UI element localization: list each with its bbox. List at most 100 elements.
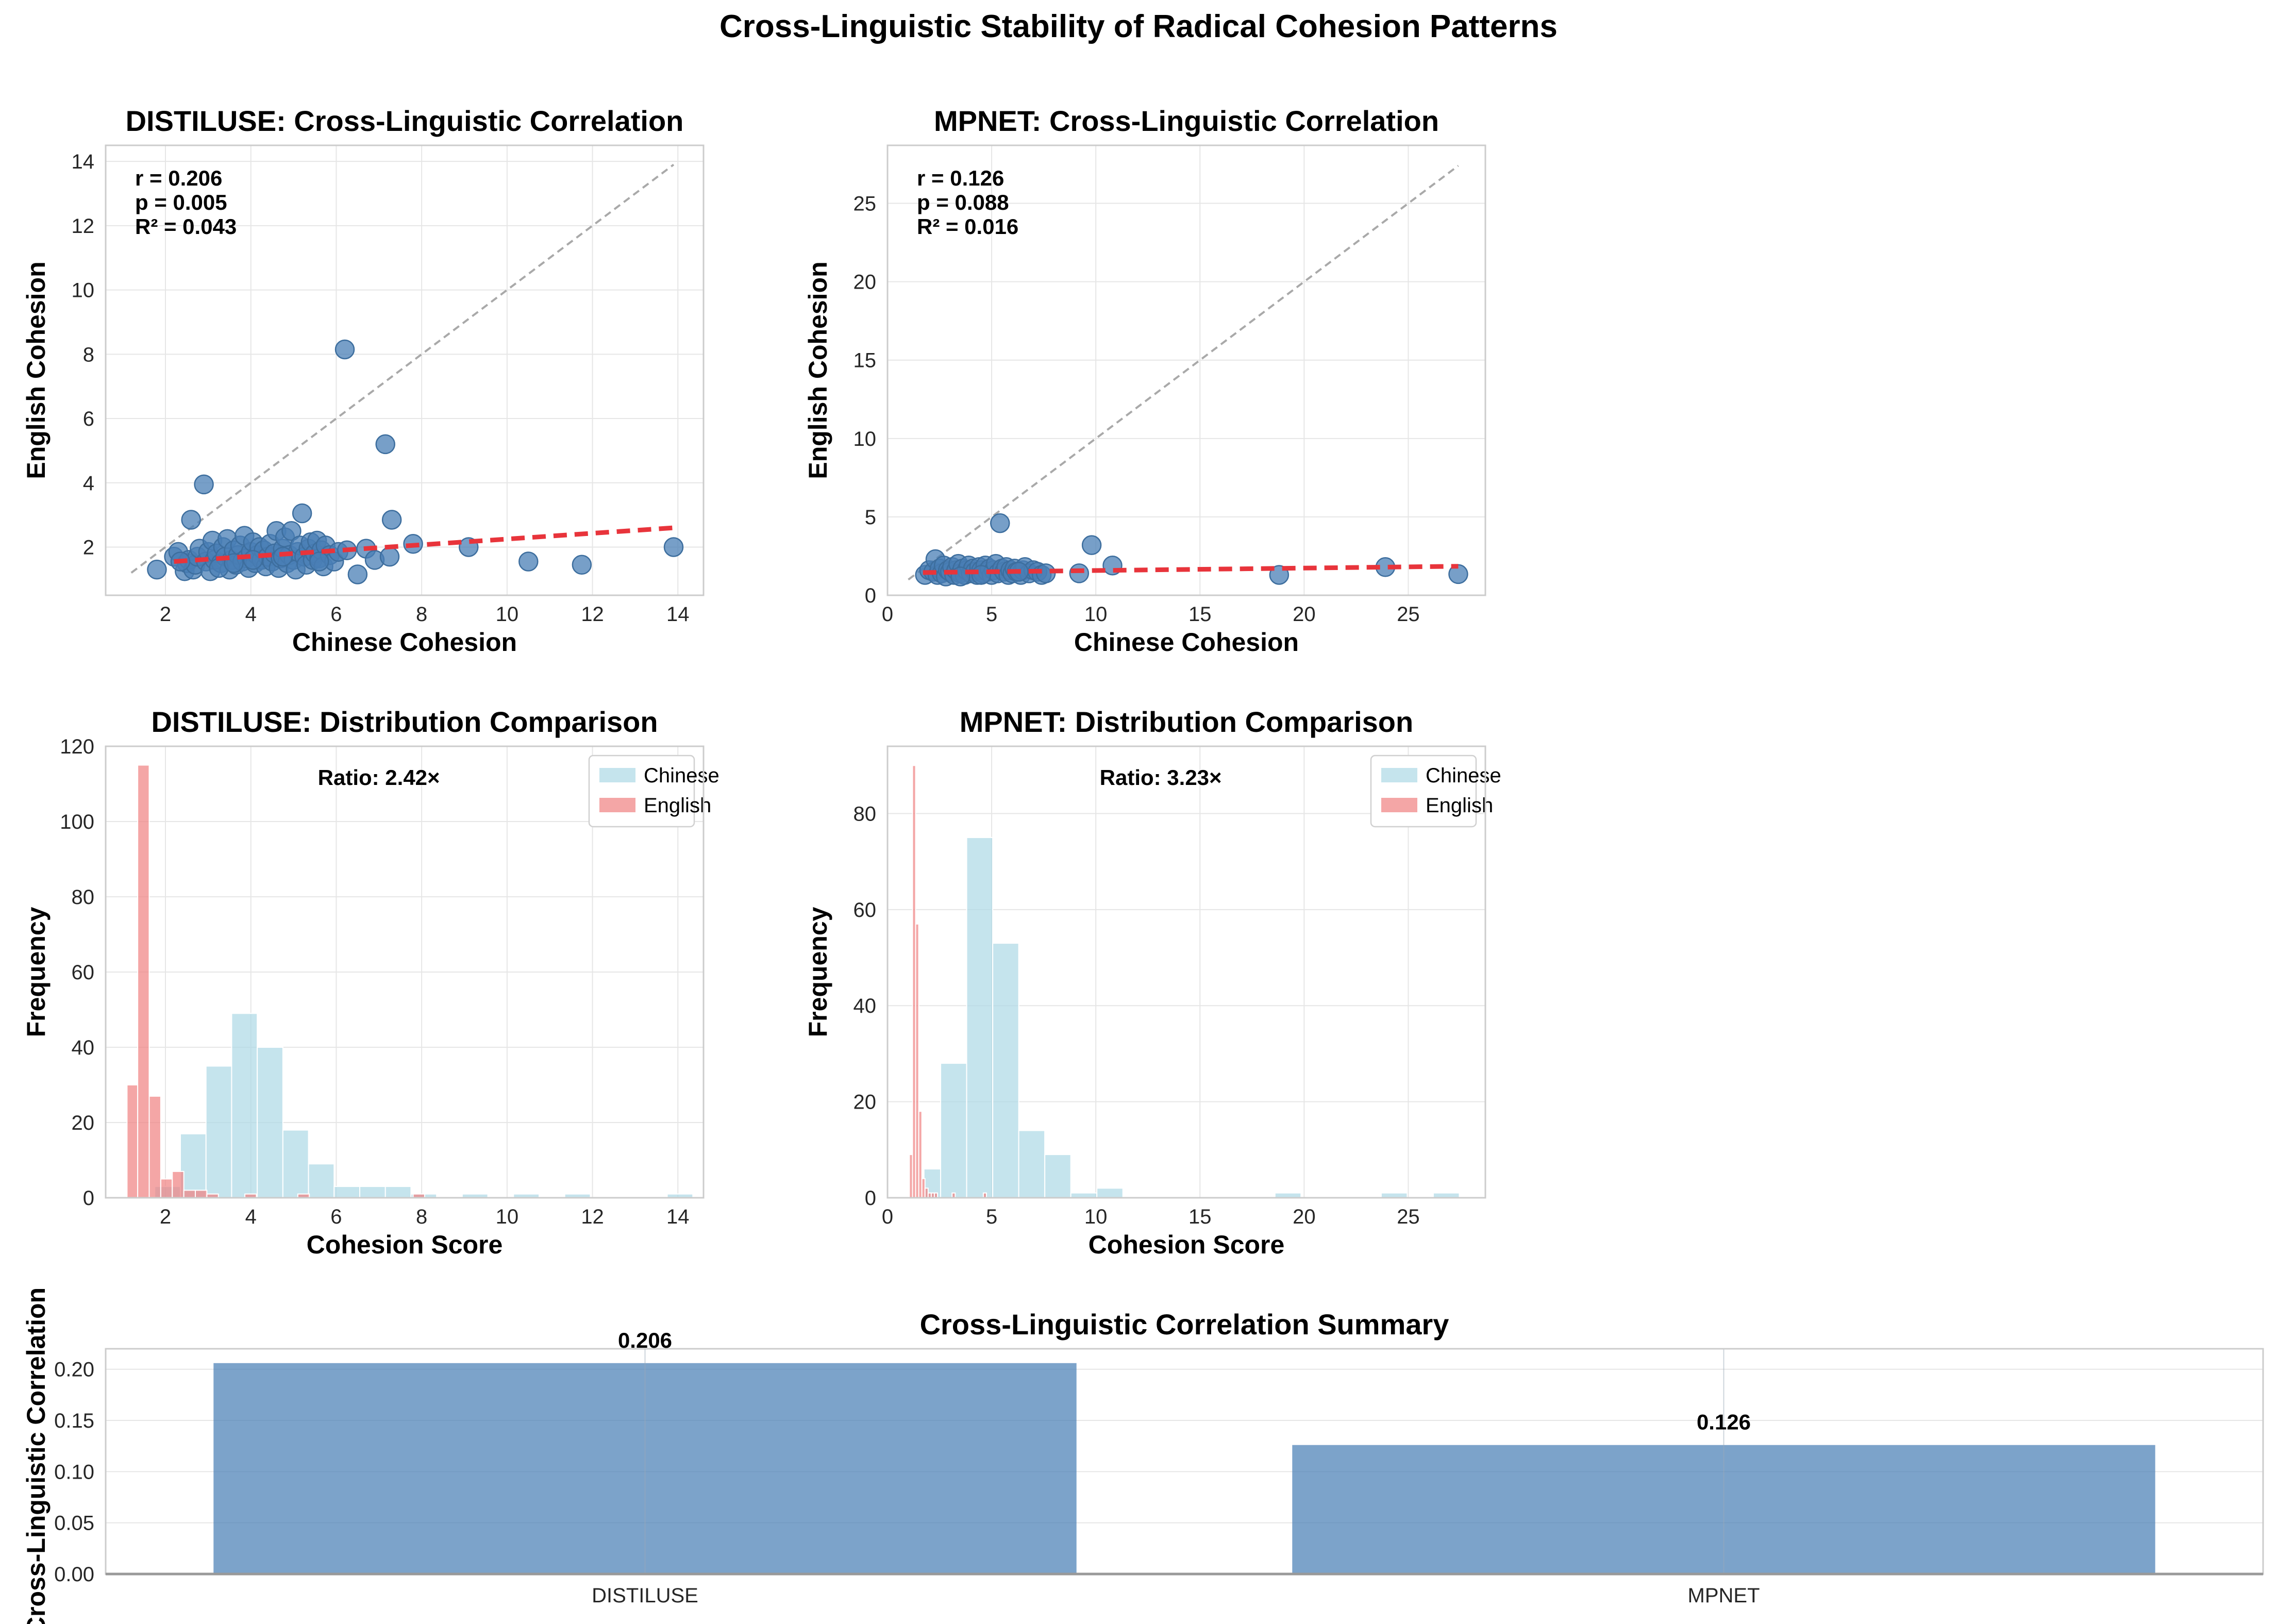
scatter-point <box>1069 563 1090 583</box>
ratio-annotation: Ratio: 2.42× <box>318 765 440 790</box>
y-tick-label: 0 <box>865 584 876 607</box>
y-tick-label: 15 <box>853 349 877 372</box>
scatter-point <box>243 550 263 570</box>
y-tick-label: 0.05 <box>54 1512 94 1535</box>
panels: 2 4 6 8 10 12 14 2 4 6 8 10 12 14 DISTILUSE: Cross-Lin… <box>22 105 2264 1624</box>
hist-bar-english <box>160 1178 173 1198</box>
identity-line <box>908 164 1459 581</box>
hist-bar-chinese <box>359 1186 386 1199</box>
hist-bar-chinese <box>333 1186 360 1199</box>
y-tick-label: 25 <box>853 193 877 215</box>
y-tick-label: 60 <box>853 899 877 922</box>
scatter-point <box>292 503 312 524</box>
x-tick-label: 6 <box>330 603 342 626</box>
legend-swatch-english <box>599 798 635 812</box>
scatter-point <box>381 510 402 530</box>
scatter-point <box>147 559 167 580</box>
scatter-point <box>663 537 684 557</box>
x-tick-label: 2 <box>160 1206 171 1228</box>
bar-value-label: 0.126 <box>1697 1410 1751 1434</box>
y-tick-label: 0.15 <box>54 1410 94 1432</box>
stat-text: R² = 0.016 <box>917 214 1018 239</box>
x-tick-label: DISTILUSE <box>592 1584 698 1607</box>
scatter-point <box>194 474 214 495</box>
y-tick-label: 0 <box>865 1187 876 1210</box>
y-tick-label: 40 <box>72 1036 95 1059</box>
x-tick-label: 10 <box>496 603 519 626</box>
legend-swatch-chinese <box>599 768 635 782</box>
x-tick-label: 6 <box>330 1206 342 1228</box>
x-tick-label: 2 <box>160 603 171 626</box>
x-tick-label: 15 <box>1188 1206 1212 1228</box>
y-tick-label: 6 <box>83 408 94 430</box>
y-tick-label: 4 <box>83 472 94 495</box>
y-axis-label: English Cohesion <box>22 261 51 479</box>
panel-mpnet-hist: 0 5 10 15 20 25 0 20 40 60 80 MPNET: Distribution C… <box>803 706 1501 1259</box>
y-tick-label: 0.00 <box>54 1563 94 1586</box>
regression-line <box>923 564 1459 575</box>
legend-label-chinese: Chinese <box>644 764 719 787</box>
hist-bar-chinese <box>282 1129 309 1199</box>
x-tick-label: 20 <box>1293 603 1316 626</box>
x-tick-label: 15 <box>1188 603 1212 626</box>
y-tick-label: 100 <box>60 811 94 833</box>
axes-frame <box>886 745 1486 1199</box>
axes-title: DISTILUSE: Cross-Linguistic Correlation <box>126 105 684 137</box>
x-tick-label: 0 <box>882 1206 893 1228</box>
ratio-annotation: Ratio: 3.23× <box>1100 765 1222 790</box>
y-tick-label: 40 <box>853 995 877 1017</box>
x-tick-label: 5 <box>986 1206 997 1228</box>
hist-bar-english <box>172 1170 185 1198</box>
y-tick-label: 10 <box>72 279 95 302</box>
hist-bar-chinese <box>205 1065 232 1198</box>
x-axis-label: Cohesion Score <box>1089 1230 1285 1259</box>
scatter-point <box>572 555 592 575</box>
scatter-point <box>1448 564 1468 584</box>
x-axis-label: Cohesion Score <box>307 1230 503 1259</box>
scatter-point <box>309 551 329 572</box>
stat-text: p = 0.005 <box>135 190 227 214</box>
y-tick-label: 0.10 <box>54 1461 94 1483</box>
y-tick-label: 60 <box>72 961 95 984</box>
x-tick-label: 25 <box>1397 603 1420 626</box>
y-tick-label: 2 <box>83 536 94 559</box>
x-tick-label: 8 <box>416 1206 427 1228</box>
panel-summary-bar: 0.00 0.05 0.10 0.15 0.20 Cross-Linguistic Cor… <box>22 1287 2264 1624</box>
legend-swatch-chinese <box>1381 768 1417 782</box>
x-tick-label: 0 <box>882 603 893 626</box>
hist-bar-english <box>148 1095 161 1198</box>
x-tick-label: 4 <box>245 1206 257 1228</box>
hist-bar-chinese <box>1044 1154 1071 1199</box>
y-tick-label: 20 <box>853 271 877 294</box>
axes-title: MPNET: Cross-Linguistic Correlation <box>934 105 1439 137</box>
x-tick-label: 10 <box>496 1206 519 1228</box>
stat-text: R² = 0.043 <box>135 214 237 239</box>
scatter-point <box>971 565 992 585</box>
y-tick-label: 10 <box>853 428 877 450</box>
axes-title: Cross-Linguistic Correlation Summary <box>920 1308 1449 1341</box>
y-tick-label: 0.20 <box>54 1359 94 1381</box>
x-tick-label: 10 <box>1084 1206 1108 1228</box>
y-axis-label: English Cohesion <box>803 261 832 479</box>
y-tick-label: 12 <box>72 215 95 238</box>
legend-label-english: English <box>1426 794 1493 817</box>
figure-title: Cross-Linguistic Stability of Radical Co… <box>719 9 1558 44</box>
hist-bar-english <box>183 1190 196 1198</box>
stat-text: p = 0.088 <box>917 190 1009 214</box>
x-tick-label: MPNET <box>1688 1584 1760 1607</box>
plot-area <box>106 145 704 595</box>
panel-distiluse-hist: 2 4 6 8 10 12 14 0 20 40 60 80 100 120 DISTILUSE: Dist… <box>22 706 719 1259</box>
hist-bar-chinese <box>231 1013 258 1199</box>
hist-bar-chinese <box>308 1163 335 1199</box>
hist-bar-chinese <box>257 1047 283 1198</box>
scatter-point <box>347 564 368 584</box>
scatter-point <box>281 521 302 541</box>
y-tick-label: 80 <box>72 886 95 909</box>
scatter-point <box>1081 535 1102 555</box>
y-tick-label: 5 <box>865 506 876 529</box>
x-tick-label: 20 <box>1293 1206 1316 1228</box>
y-tick-label: 14 <box>72 150 95 173</box>
hist-bar-chinese <box>966 837 994 1198</box>
hist-bar-chinese <box>1018 1130 1046 1199</box>
y-tick-label: 0 <box>83 1187 94 1210</box>
